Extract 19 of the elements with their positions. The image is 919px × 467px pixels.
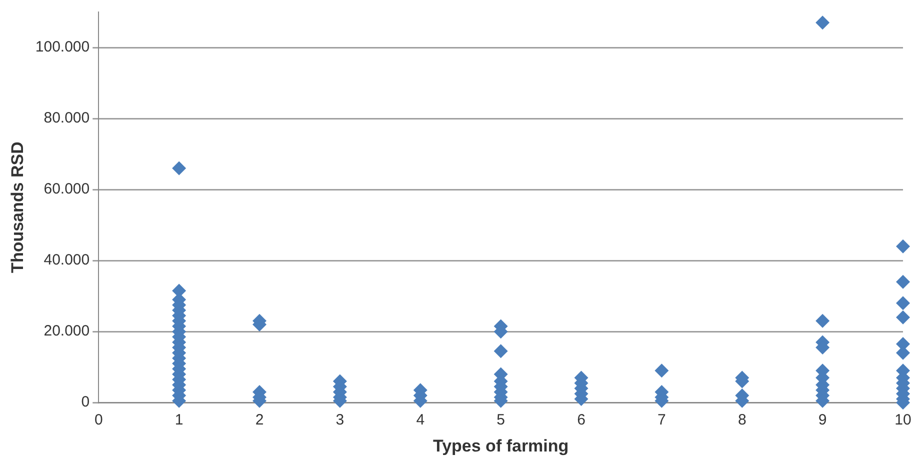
x-tick-label: 5: [496, 412, 505, 429]
y-tick-label: 60.000: [44, 180, 90, 198]
x-tick-label: 3: [336, 412, 344, 429]
y-tick-label: 40.000: [44, 252, 90, 269]
x-tick-label: 0: [94, 412, 103, 429]
x-tick-label: 10: [894, 412, 912, 429]
x-tick-label: 7: [658, 412, 666, 429]
x-tick-label: 9: [818, 412, 827, 429]
x-tick-label: 1: [174, 412, 184, 429]
x-tick-label: 8: [738, 412, 746, 429]
y-tick-label: 100.000: [35, 38, 90, 56]
y-tick-label: 20.000: [44, 322, 90, 340]
x-tick-label: 4: [416, 412, 425, 429]
x-axis-title: Types of farming: [432, 436, 569, 456]
y-tick-label: 80.000: [44, 110, 90, 127]
y-tick-label: 0: [81, 394, 90, 411]
y-axis-title: Thousands RSD: [8, 142, 27, 273]
x-tick-label: 2: [255, 412, 264, 429]
x-tick-label: 6: [577, 412, 586, 429]
